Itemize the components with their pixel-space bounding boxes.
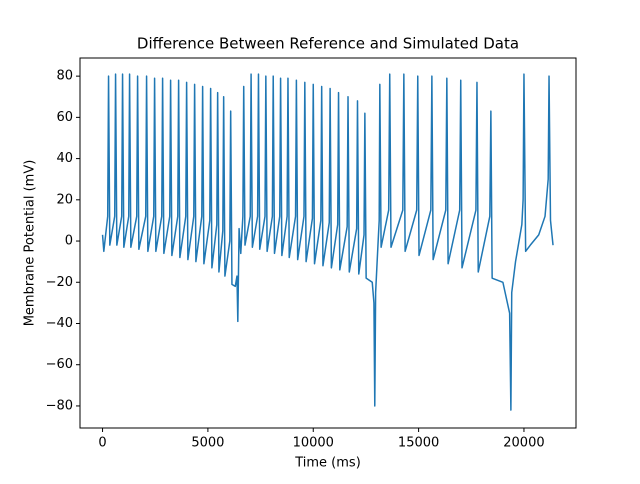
y-tick-label: −60: [46, 357, 73, 372]
x-tick-label: 10000: [293, 436, 334, 451]
data-line: [101, 73, 554, 411]
y-tick-label: 60: [56, 110, 73, 125]
chart-title: Difference Between Reference and Simulat…: [137, 35, 519, 53]
y-tick-label: −20: [46, 275, 73, 290]
y-tick-label: 0: [65, 234, 73, 249]
y-tick-label: 20: [56, 192, 73, 207]
y-tick-label: −80: [46, 398, 73, 413]
x-tick-label: 15000: [398, 436, 439, 451]
y-tick-label: 40: [56, 151, 73, 166]
y-tick-label: −40: [46, 316, 73, 331]
x-tick-label: 20000: [503, 436, 544, 451]
plot-frame: [79, 57, 577, 429]
x-axis-label: Time (ms): [294, 456, 361, 471]
x-tick-label: 0: [98, 436, 106, 451]
x-tick-label: 5000: [191, 436, 224, 451]
y-tick-label: 80: [56, 69, 73, 84]
y-axis-label: Membrane Potential (mV): [23, 160, 38, 327]
